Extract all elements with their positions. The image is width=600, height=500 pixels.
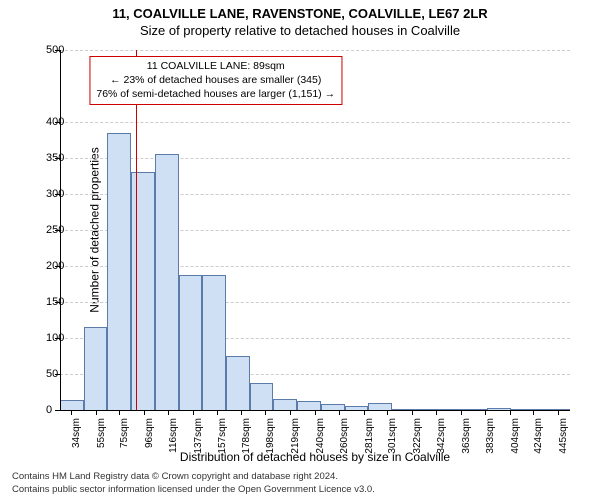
histogram-bar — [368, 403, 392, 410]
histogram-bar — [250, 383, 274, 410]
x-tick-label: 383sqm — [485, 418, 496, 454]
x-tick-label: 404sqm — [510, 418, 521, 454]
x-tick-label: 198sqm — [265, 418, 276, 454]
x-tick-label: 240sqm — [315, 418, 326, 454]
x-tick-label: 322sqm — [412, 418, 423, 454]
credits-line1: Contains HM Land Registry data © Crown c… — [12, 471, 375, 483]
histogram-bar — [273, 399, 297, 410]
credits-line2: Contains public sector information licen… — [12, 484, 375, 496]
annotation-line1: 11 COALVILLE LANE: 89sqm — [96, 59, 335, 73]
y-tick-label: 500 — [46, 44, 50, 56]
annotation-box: 11 COALVILLE LANE: 89sqm ← 23% of detach… — [89, 56, 342, 105]
y-tick-label: 300 — [46, 188, 50, 200]
x-tick-label: 424sqm — [533, 418, 544, 454]
chart-area: Number of detached properties Distributi… — [60, 50, 570, 410]
x-tick-label: 342sqm — [436, 418, 447, 454]
x-tick-label: 55sqm — [96, 418, 107, 448]
y-tick-label: 250 — [46, 224, 50, 236]
y-axis-line — [60, 50, 61, 410]
histogram-bar — [131, 172, 155, 410]
y-tick-label: 50 — [46, 368, 50, 380]
x-tick-label: 178sqm — [241, 418, 252, 454]
histogram-bar — [179, 275, 203, 410]
y-tick-label: 200 — [46, 260, 50, 272]
x-tick-label: 116sqm — [168, 418, 179, 453]
histogram-bar — [60, 400, 84, 410]
y-tick-label: 400 — [46, 116, 50, 128]
y-tick-label: 350 — [46, 152, 50, 164]
x-tick-label: 75sqm — [119, 418, 130, 448]
x-tick-label: 301sqm — [387, 418, 398, 454]
histogram-bar — [155, 154, 179, 410]
chart-title-sub: Size of property relative to detached ho… — [0, 21, 600, 38]
y-tick-label: 0 — [46, 404, 50, 416]
credits: Contains HM Land Registry data © Crown c… — [12, 471, 375, 496]
y-tick-label: 150 — [46, 296, 50, 308]
x-tick-label: 281sqm — [364, 418, 375, 454]
x-tick-label: 219sqm — [290, 418, 301, 454]
x-tick-label: 34sqm — [71, 418, 82, 448]
x-tick-label: 96sqm — [144, 418, 155, 448]
histogram-bar — [202, 275, 226, 410]
annotation-line2: ← 23% of detached houses are smaller (34… — [96, 73, 335, 87]
chart-container: 11, COALVILLE LANE, RAVENSTONE, COALVILL… — [0, 0, 600, 500]
x-tick-label: 445sqm — [558, 418, 569, 454]
histogram-bar — [297, 401, 321, 410]
histogram-bar — [107, 133, 131, 410]
x-tick-label: 157sqm — [217, 418, 228, 454]
histogram-bar — [226, 356, 250, 410]
chart-title-main: 11, COALVILLE LANE, RAVENSTONE, COALVILL… — [0, 0, 600, 21]
y-tick-label: 100 — [46, 332, 50, 344]
x-tick-label: 260sqm — [339, 418, 350, 454]
annotation-line3: 76% of semi-detached houses are larger (… — [96, 87, 335, 101]
x-axis-line — [60, 410, 570, 411]
x-tick-label: 137sqm — [193, 418, 204, 454]
x-tick-label: 363sqm — [461, 418, 472, 454]
histogram-bar — [84, 327, 108, 410]
